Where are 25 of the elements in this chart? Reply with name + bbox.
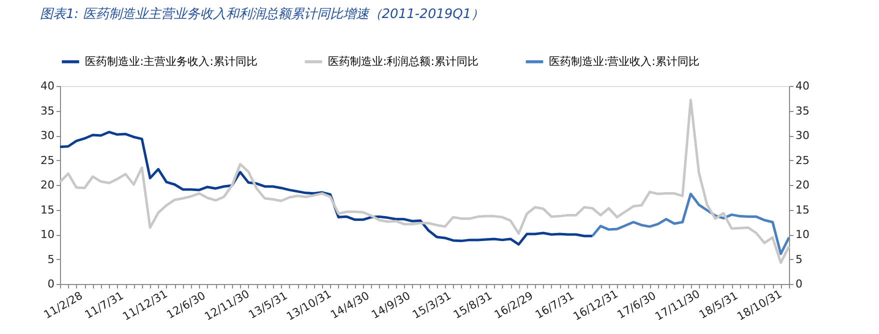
line-series xyxy=(591,192,790,256)
y-tick-label: 10 xyxy=(40,228,54,241)
y-tick-label: 40 xyxy=(40,80,54,92)
y-tick-label: 25 xyxy=(40,154,54,167)
y-tick-label: 5 xyxy=(48,252,54,266)
legend-label: 医药制造业:营业收入:累计同比 xyxy=(549,54,700,68)
y-tick-label: 30 xyxy=(40,129,54,142)
y2-tick-label: 0 xyxy=(796,278,802,290)
y-tick-label: 35 xyxy=(40,104,54,118)
y2-tick-label: 15 xyxy=(796,203,810,216)
line-series xyxy=(58,130,594,246)
y2-tick-label: 35 xyxy=(796,104,810,118)
line-series xyxy=(58,98,790,264)
y2-tick-label: 20 xyxy=(796,178,810,192)
y2-tick-label: 5 xyxy=(796,252,802,266)
y-tick-label: 15 xyxy=(40,203,54,216)
y-tick-label: 20 xyxy=(40,178,54,192)
y2-tick-label: 25 xyxy=(796,154,810,167)
legend-label: 医药制造业:主营业务收入:累计同比 xyxy=(85,54,258,68)
chart-title: 图表1: 医药制造业主营业务收入和利润总额累计同比增速（2011-2019Q1） xyxy=(40,6,484,22)
legend-label: 医药制造业:利润总额:累计同比 xyxy=(328,54,478,68)
y2-tick-label: 10 xyxy=(796,228,810,241)
y2-tick-label: 40 xyxy=(796,80,810,92)
y-tick-label: 0 xyxy=(48,278,54,290)
y2-tick-label: 30 xyxy=(796,129,810,142)
